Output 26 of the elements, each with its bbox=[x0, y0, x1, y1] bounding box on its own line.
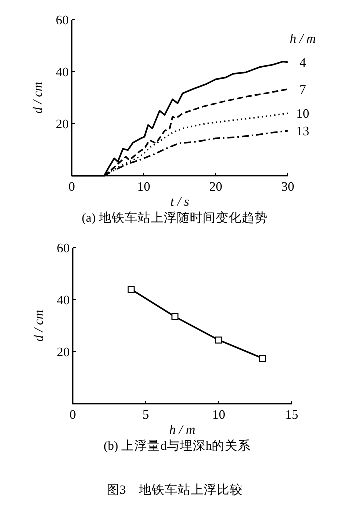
x-tick-label: 0 bbox=[68, 179, 76, 194]
x-tick-label: 15 bbox=[286, 407, 298, 422]
x-tick-label: 10 bbox=[138, 179, 150, 194]
series-label: 13 bbox=[296, 124, 310, 139]
y-tick-label: 20 bbox=[57, 344, 70, 360]
x-tick-label: 5 bbox=[142, 407, 150, 422]
y-tick-label: 40 bbox=[57, 292, 70, 308]
series-label: 4 bbox=[300, 54, 307, 70]
y-tick-label: 60 bbox=[56, 12, 69, 28]
legend-title: h / m bbox=[290, 31, 316, 46]
series-label: 10 bbox=[296, 106, 310, 122]
text: (a) 地铁车站上浮随时间变化趋势 bbox=[82, 211, 268, 225]
y-tick-label: 20 bbox=[56, 116, 69, 132]
x-tick-label: 20 bbox=[210, 179, 222, 194]
caption: 图3 地铁车站上浮比较 bbox=[106, 483, 244, 497]
y-tick-label: 60 bbox=[57, 240, 70, 256]
x-tick-label: 30 bbox=[282, 179, 294, 194]
x-axis-title: h / m bbox=[170, 422, 196, 437]
y-axis-title: d / cm bbox=[30, 82, 45, 114]
y-axis-title: d / cm bbox=[31, 310, 46, 342]
x-tick-label: 0 bbox=[70, 407, 76, 422]
x-tick-label: 10 bbox=[212, 407, 226, 422]
x-axis-title: t / s bbox=[170, 194, 190, 209]
series-label: 7 bbox=[300, 82, 307, 97]
text: (b) 上浮量d与埋深h的关系 bbox=[104, 439, 252, 453]
y-tick-label: 40 bbox=[56, 64, 69, 80]
